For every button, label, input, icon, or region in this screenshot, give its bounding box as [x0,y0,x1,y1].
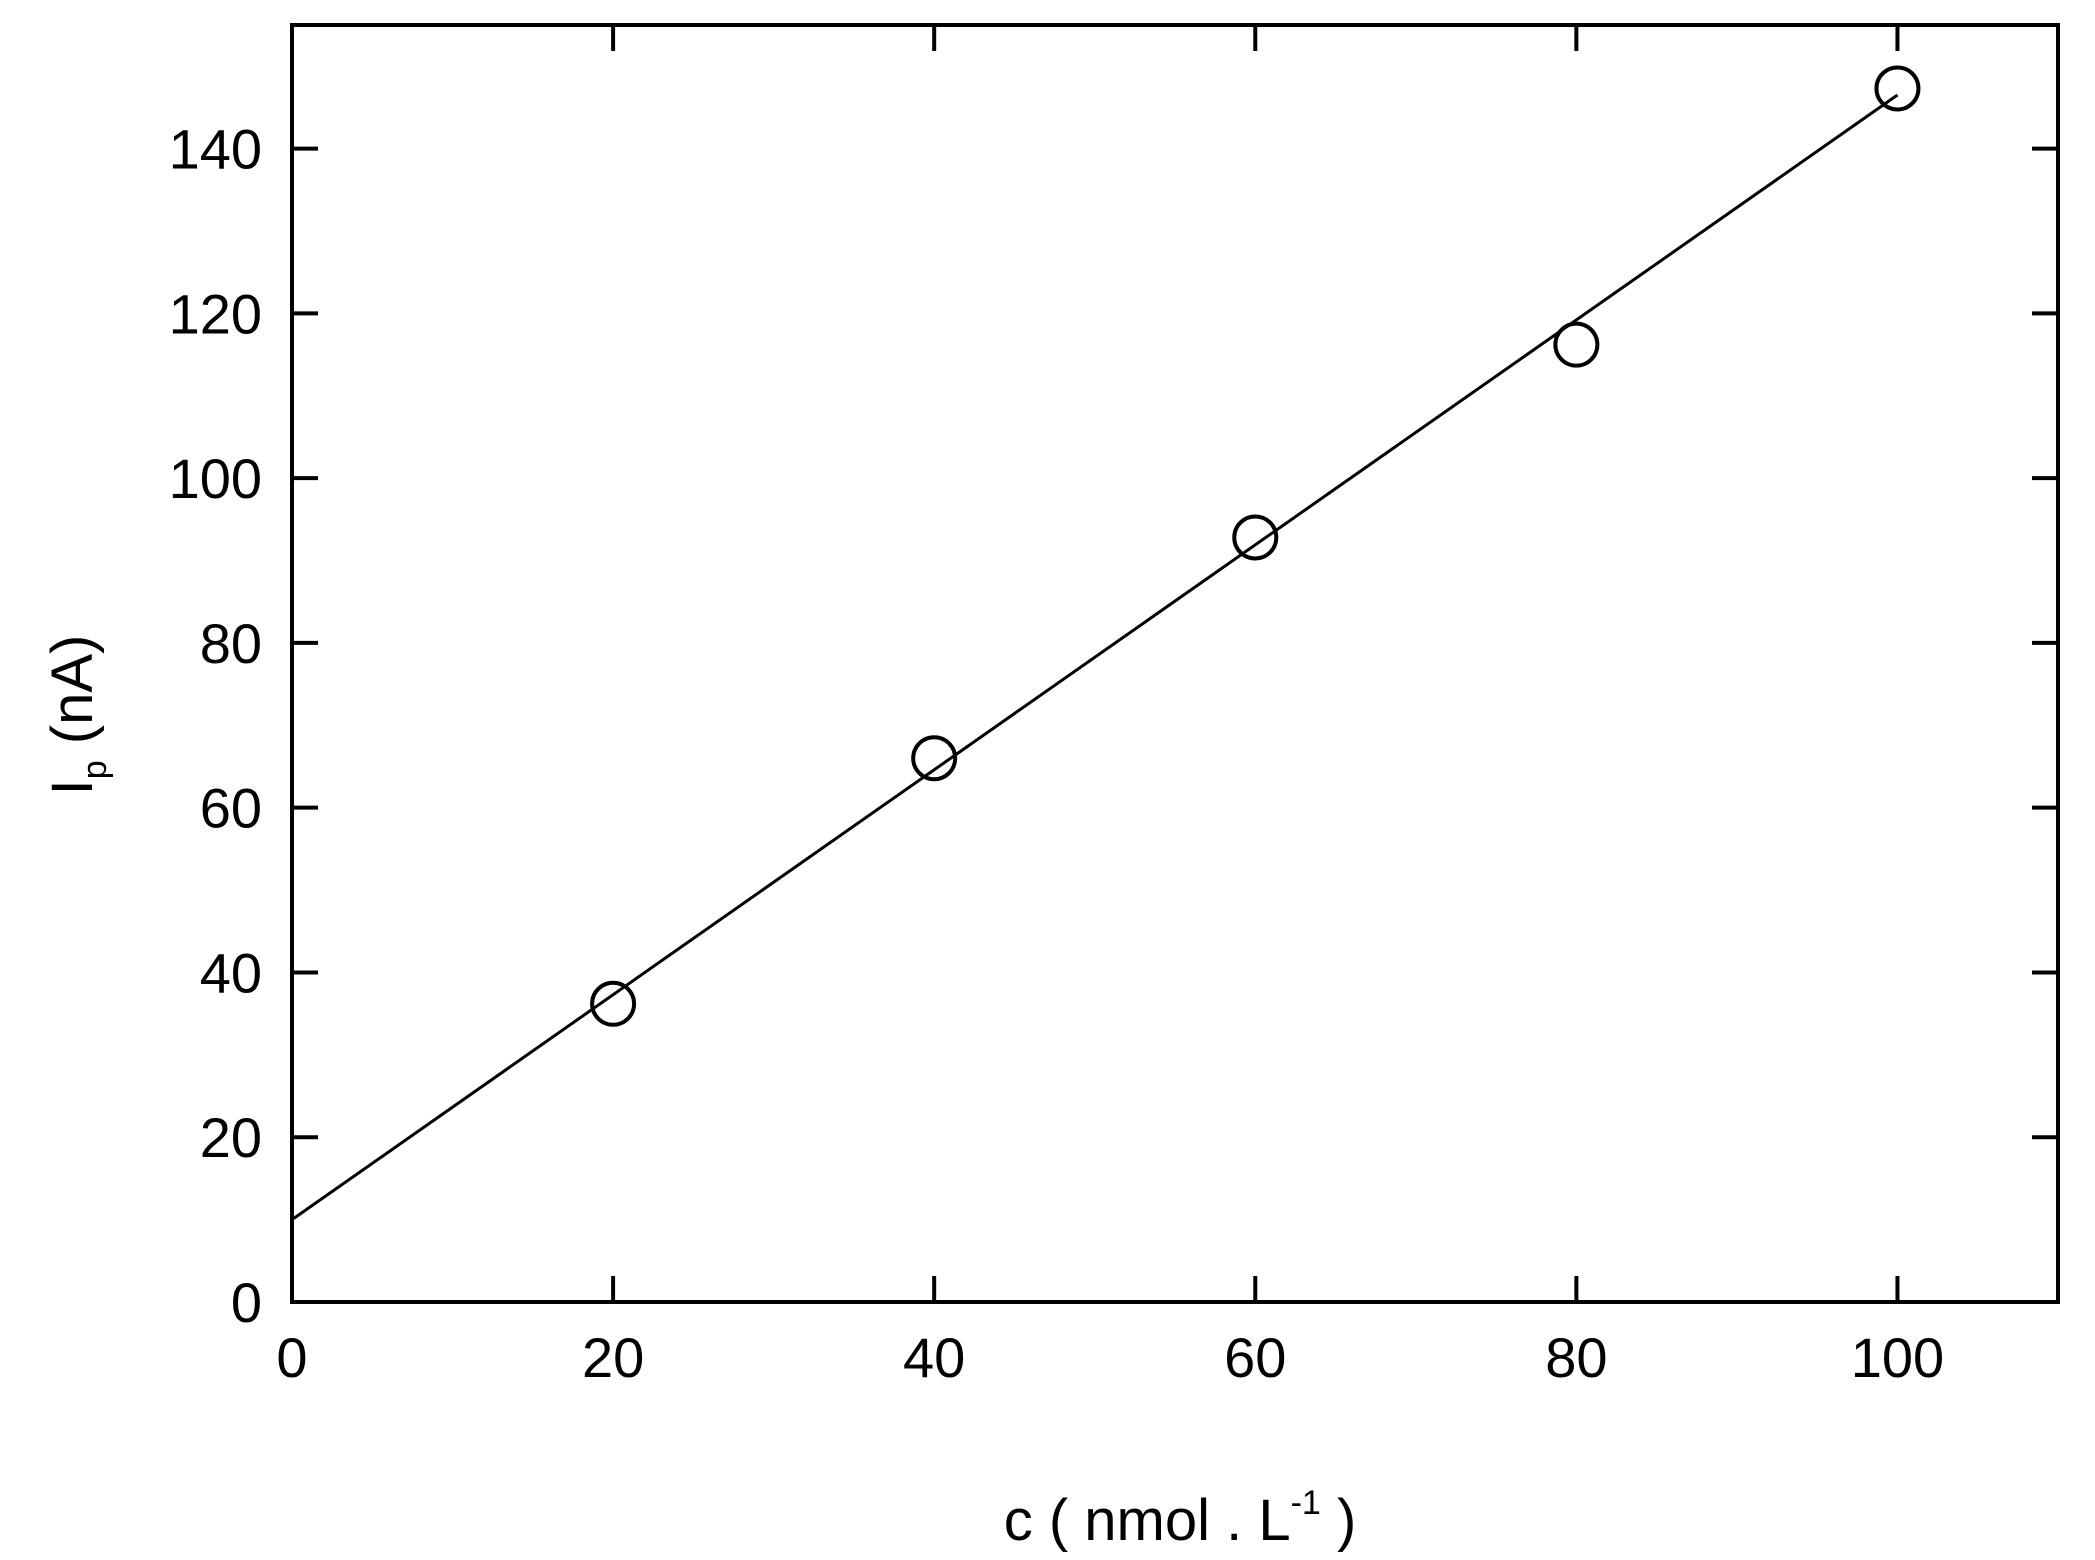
y-tick-label: 80 [200,612,262,675]
x-axis-title-tail: ) [1321,1488,1356,1553]
fit-line [291,93,1899,1221]
y-axis-title: Ip (nA) [40,635,114,796]
x-tick-label: 100 [1851,1326,1944,1389]
x-tick-label: 20 [582,1326,644,1389]
y-tick-label: 100 [169,447,262,510]
data-points [590,65,1921,1027]
y-axis-title-subscript: p [76,760,114,779]
x-axis-title: c ( nmol . L-1 ) [1004,1484,1357,1553]
data-point [1232,514,1279,561]
x-tick-label: 40 [903,1326,965,1389]
axis-ticks: 0 20 40 60 80 100 0 20 40 60 80 100 120 140 [169,25,2058,1389]
y-tick-label: 60 [200,777,262,840]
x-tick-label: 60 [1224,1326,1286,1389]
y-axis-title-base: I [40,779,105,795]
y-axis-title-tail: (nA) [40,635,105,761]
x-tick-label: 80 [1545,1326,1607,1389]
y-tick-label: 120 [169,282,262,345]
data-point [1874,65,1921,112]
x-axis-title-base: c ( nmol . L [1004,1488,1291,1553]
x-axis-title-superscript: -1 [1291,1484,1321,1522]
plot-frame [290,23,2060,1304]
data-point [590,980,637,1027]
data-point [1553,321,1600,368]
plot-axes [290,23,2060,1304]
fit-line-group [291,93,1899,1221]
y-tick-label: 140 [169,118,262,181]
y-tick-label: 20 [200,1106,262,1169]
data-point [911,735,958,782]
y-tick-label: 40 [200,941,262,1004]
y-tick-label: 0 [231,1271,262,1334]
x-tick-label: 0 [276,1326,307,1389]
